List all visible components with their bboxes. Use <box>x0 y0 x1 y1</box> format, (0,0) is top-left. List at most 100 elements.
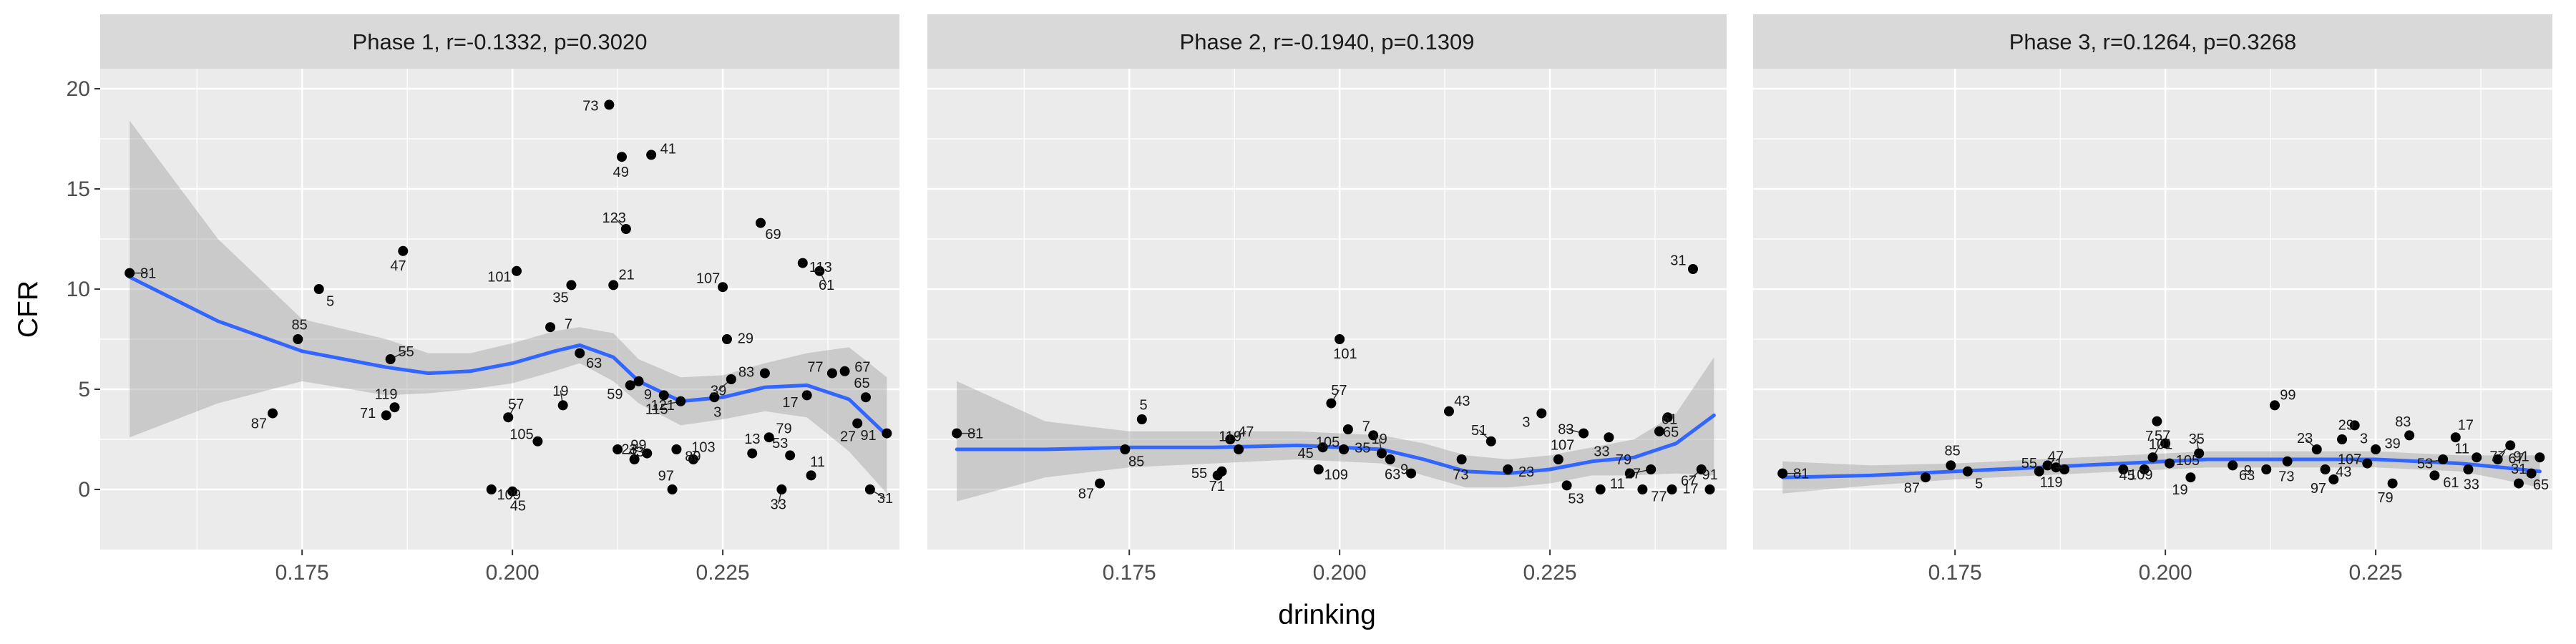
data-point <box>1339 444 1350 454</box>
data-point <box>503 412 514 423</box>
plot-area <box>100 69 899 550</box>
point-label: 39 <box>2385 436 2401 452</box>
point-label: 73 <box>582 98 598 114</box>
data-point <box>1485 436 1496 447</box>
point-label: 17 <box>1682 481 1698 497</box>
data-point <box>747 448 758 459</box>
confidence-ribbon <box>1782 451 2540 494</box>
point-label: 3 <box>2360 431 2368 447</box>
data-point <box>385 354 396 364</box>
point-label: 101 <box>2149 436 2172 452</box>
data-point <box>839 366 850 376</box>
data-point <box>566 280 577 291</box>
point-label: 57 <box>508 396 524 412</box>
point-label: 3 <box>713 405 721 421</box>
data-point <box>1667 484 1677 494</box>
data-point <box>2059 464 2070 474</box>
point-label: 11 <box>1610 476 1625 492</box>
data-point <box>1216 466 1227 477</box>
point-label: 67 <box>854 360 870 376</box>
point-label: 47 <box>2048 449 2064 465</box>
data-point <box>557 400 568 411</box>
point-label: 19 <box>1371 431 1387 447</box>
point-label: 83 <box>2395 414 2411 430</box>
point-label: 65 <box>2533 477 2549 493</box>
x-tick-label: 0.225 <box>696 561 750 585</box>
point-label: 5 <box>326 294 334 310</box>
data-point <box>381 410 391 421</box>
point-label: 99 <box>2280 388 2296 404</box>
point-label: 29 <box>738 331 753 346</box>
point-label: 79 <box>1616 452 1631 468</box>
point-label: 73 <box>2278 469 2294 485</box>
point-label: 53 <box>2417 456 2433 472</box>
data-point <box>2139 464 2150 474</box>
point-label: 83 <box>1558 421 1574 437</box>
point-label: 69 <box>765 227 781 243</box>
point-label: 35 <box>2189 431 2205 447</box>
point-label: 55 <box>2021 456 2037 472</box>
data-point <box>125 268 135 278</box>
x-tick-label: 0.225 <box>1523 561 1577 585</box>
panel-phase-1: Phase 1, r=-0.1332, p=0.3020 81 87 85 5 71 55… <box>100 14 899 585</box>
data-point <box>759 368 770 379</box>
data-point <box>608 280 619 291</box>
data-point <box>1503 464 1513 474</box>
data-point <box>293 334 303 344</box>
point-labels: 8187855715547119109101574510573519637321… <box>140 98 893 514</box>
point-label: 7 <box>2145 429 2153 444</box>
data-point <box>2185 472 2196 483</box>
data-point <box>604 99 615 110</box>
smooth-line <box>127 275 889 437</box>
point-label: 101 <box>1333 346 1357 362</box>
point-label: 27 <box>840 429 856 445</box>
data-point <box>860 392 871 403</box>
data-point <box>1561 480 1572 491</box>
point-label: 5 <box>1975 476 1983 492</box>
data-point <box>2147 452 2158 463</box>
point-label: 79 <box>776 421 791 437</box>
data-point <box>1646 464 1657 474</box>
point-label: 91 <box>860 428 876 444</box>
point-label: 61 <box>2443 475 2459 491</box>
point-label: 63 <box>1385 467 1400 482</box>
data-point <box>2429 470 2440 481</box>
data-point <box>1234 444 1244 454</box>
data-point <box>1120 444 1131 454</box>
point-label: 31 <box>877 491 893 507</box>
data-point <box>1136 414 1147 424</box>
point-label: 49 <box>613 165 629 180</box>
y-axis-title: CFR <box>13 280 44 338</box>
data-point <box>507 486 518 497</box>
data-point <box>1624 468 1635 479</box>
strip-title: Phase 3, r=0.1264, p=0.3268 <box>2009 29 2297 54</box>
x-tick-label: 0.175 <box>275 561 329 585</box>
point-label: 113 <box>809 260 832 275</box>
data-point <box>1704 484 1715 494</box>
point-label: 85 <box>1128 454 1144 470</box>
point-label: 71 <box>2047 457 2063 472</box>
data-point <box>2152 416 2162 426</box>
data-point <box>797 258 808 268</box>
point-label: 63 <box>586 356 602 371</box>
point-label: 107 <box>696 270 720 286</box>
point-label: 81 <box>967 426 983 442</box>
data-point <box>2051 462 2062 473</box>
strip-background <box>1753 14 2552 69</box>
data-point <box>801 390 812 401</box>
data-point <box>1326 398 1337 409</box>
point-label: 23 <box>1518 464 1534 480</box>
data-point <box>2349 420 2360 431</box>
x-axis-ticks: 0.175 0.200 0.225 <box>1103 550 1577 585</box>
data-point <box>389 402 400 413</box>
point-label: 13 <box>744 431 760 447</box>
data-point <box>398 245 409 256</box>
x-axis-ticks: 0.175 0.200 0.225 <box>275 550 750 585</box>
plot-area <box>927 69 1727 550</box>
data-point <box>1777 468 1788 479</box>
data-point <box>2328 474 2339 484</box>
point-label: 23 <box>621 441 637 457</box>
